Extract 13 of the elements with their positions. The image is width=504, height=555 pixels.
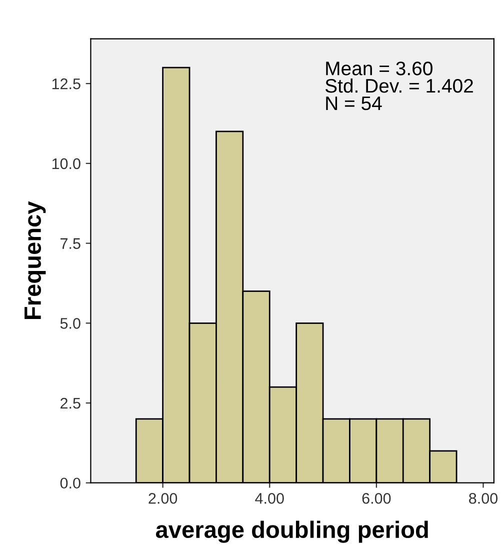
y-tick-label: 7.5: [60, 238, 80, 249]
x-tick-label: 4.00: [255, 492, 284, 504]
x-tick-label: 8.00: [469, 492, 498, 504]
x-axis-title: average doubling period: [156, 520, 428, 543]
y-axis-title: Frequency: [24, 201, 46, 319]
x-tick-label: 6.00: [362, 492, 391, 504]
y-tick-label: 5.0: [60, 318, 80, 329]
x-tick-label: 2.00: [148, 492, 178, 504]
annotation: Mean = 3.60 Std. Dev. = 1.402 N = 54: [325, 62, 473, 110]
y-tick-label: 2.5: [60, 398, 80, 409]
y-tick-label: 10.0: [52, 158, 80, 170]
y-tick-label: 12.5: [52, 78, 80, 90]
y-tick-label: 0.0: [60, 478, 80, 489]
